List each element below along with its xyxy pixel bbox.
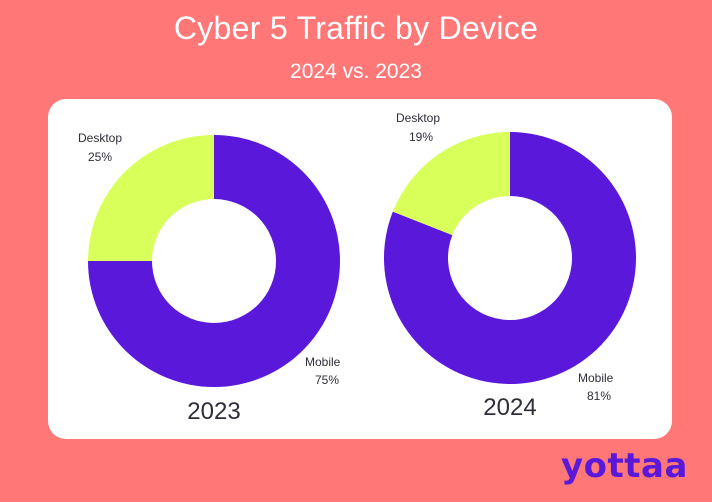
caption-2023: 2023 (187, 398, 240, 425)
yottaa-logo: yottaa (561, 446, 688, 486)
chart-subtitle: 2024 vs. 2023 (290, 60, 422, 83)
label-2024-desktop-name: Desktop (396, 111, 440, 125)
donut-2024: Desktop 19% Mobile 81% 2024 (384, 111, 636, 421)
label-2024-mobile-value: 81% (587, 389, 611, 403)
slice-2023-desktop (88, 135, 214, 261)
chart-title: Cyber 5 Traffic by Device (173, 10, 539, 46)
label-2024-mobile-name: Mobile (578, 371, 614, 385)
label-2023-desktop-value: 25% (88, 150, 112, 164)
label-2023-mobile-value: 75% (315, 373, 339, 387)
label-2023-desktop-name: Desktop (78, 131, 122, 145)
slice-2023-mobile (88, 135, 340, 387)
caption-2024: 2024 (483, 394, 536, 421)
donut-2023: Desktop 25% Mobile 75% 2023 (78, 131, 341, 425)
label-2024-desktop-value: 19% (409, 130, 433, 144)
label-2023-mobile-name: Mobile (305, 355, 341, 369)
slice-2024-mobile (384, 132, 636, 384)
slice-2024-desktop (392, 132, 510, 236)
